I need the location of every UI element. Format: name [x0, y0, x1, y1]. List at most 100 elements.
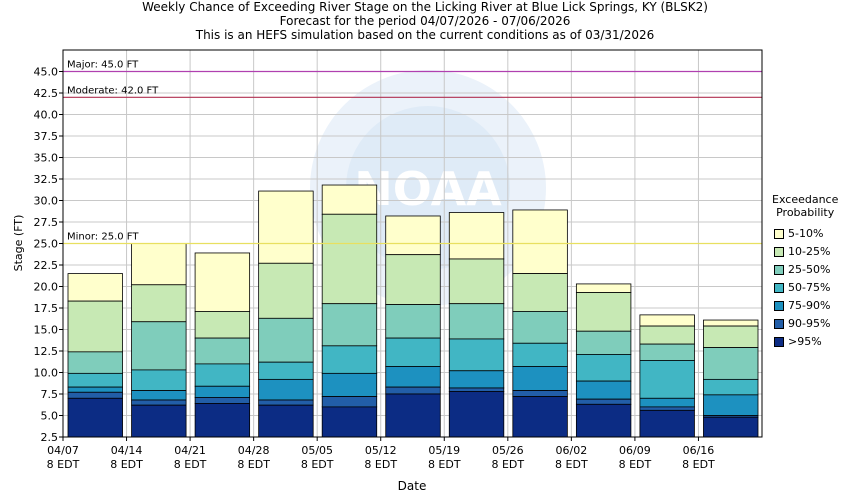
- bar-segment-50-75: [639, 360, 695, 399]
- y-axis-label: Stage (FT): [12, 215, 25, 272]
- bar-segment-75-90: [703, 394, 759, 416]
- bar-segment-90-95: [258, 399, 314, 406]
- x-tick-time: 8 EDT: [491, 458, 524, 471]
- y-tick-label: 22.5: [34, 259, 59, 272]
- legend-swatch-5-10: [774, 229, 784, 239]
- legend-item-75-90: 75-90%: [772, 297, 838, 315]
- moderate-flood-line-label: Moderate: 42.0 FT: [67, 85, 159, 96]
- legend-item-50-75: 50-75%: [772, 279, 838, 297]
- bar-segment-gt-95: [258, 404, 314, 438]
- bar-segment-5-10: [639, 314, 695, 327]
- bar-segment-gt-95: [194, 403, 251, 438]
- bar-segment-gt-95: [512, 396, 568, 438]
- x-tick-date: 04/07: [47, 444, 79, 457]
- x-tick-time: 8 EDT: [555, 458, 588, 471]
- bar-segment-90-95: [194, 397, 251, 404]
- legend-item-90-95: 90-95%: [772, 315, 838, 333]
- legend-label: 75-90%: [788, 299, 831, 312]
- x-tick-time: 8 EDT: [301, 458, 334, 471]
- bar-segment-5-10: [703, 319, 759, 327]
- bar-segment-10-25: [194, 311, 251, 339]
- bar-segment-10-25: [67, 300, 123, 353]
- y-tick-label: 12.5: [34, 345, 59, 358]
- x-tick-time: 8 EDT: [174, 458, 207, 471]
- bar-segment-50-75: [703, 378, 759, 396]
- x-tick-date: 04/28: [238, 444, 270, 457]
- bar-segment-gt-95: [575, 403, 632, 438]
- y-tick-label: 20.0: [34, 281, 59, 294]
- minor-flood-line-label: Minor: 25.0 FT: [67, 232, 139, 243]
- bar-segment-gt-95: [67, 397, 123, 438]
- x-tick-date: 05/26: [492, 444, 524, 457]
- legend-item-5-10: 5-10%: [772, 225, 838, 243]
- bar-segment-10-25: [321, 213, 378, 305]
- bar-segment-10-25: [703, 325, 759, 348]
- legend-label: 5-10%: [788, 227, 824, 240]
- bar-segment-gt-95: [639, 409, 695, 438]
- bar-segment-25-50: [321, 303, 378, 347]
- x-tick-time: 8 EDT: [237, 458, 270, 471]
- bar-segment-25-50: [575, 330, 632, 355]
- bar-segment-25-50: [194, 337, 251, 365]
- legend-swatch-25-50: [774, 265, 784, 275]
- bar-segment-25-50: [67, 351, 123, 374]
- x-tick-time: 8 EDT: [110, 458, 143, 471]
- bar-segment-50-75: [321, 345, 378, 374]
- bar-segment-gt-95: [448, 391, 505, 438]
- x-tick-date: 06/02: [556, 444, 588, 457]
- chart-subtitle-period: Forecast for the period 04/07/2026 - 07/…: [279, 14, 571, 28]
- x-tick-time: 8 EDT: [682, 458, 715, 471]
- bar-segment-gt-95: [385, 393, 441, 438]
- bar-segment-50-75: [131, 369, 187, 391]
- chart-title: Weekly Chance of Exceeding River Stage o…: [142, 0, 708, 14]
- bar-segment-gt-95: [321, 406, 378, 438]
- y-tick-label: 25.0: [34, 238, 59, 251]
- bar-segment-25-50: [512, 311, 568, 344]
- plot-frame: [62, 49, 763, 438]
- bar-segment-25-50: [639, 343, 695, 361]
- chart-subtitle-simulation: This is an HEFS simulation based on the …: [195, 28, 655, 42]
- bar-segment-50-75: [512, 342, 568, 367]
- bar-segment-90-95: [321, 396, 378, 408]
- bar-segment-25-50: [385, 304, 441, 339]
- bar-segment-10-25: [448, 258, 505, 305]
- y-tick-label: 7.5: [41, 388, 59, 401]
- legend-item-gt-95: >95%: [772, 333, 838, 351]
- bar-segment-90-95: [131, 399, 187, 406]
- y-tick-label: 15.0: [34, 324, 59, 337]
- y-tick-label: 37.5: [34, 130, 59, 143]
- legend-item-10-25: 10-25%: [772, 243, 838, 261]
- bar-segment-75-90: [258, 378, 314, 401]
- bar-segment-5-10: [321, 184, 378, 215]
- bar-segment-5-10: [131, 243, 187, 286]
- bar-segment-75-90: [194, 385, 251, 398]
- y-tick-label: 32.5: [34, 173, 59, 186]
- bar-segment-5-10: [448, 212, 505, 260]
- legend-label: 90-95%: [788, 317, 831, 330]
- bar-segment-75-90: [639, 397, 695, 408]
- bar-segment-10-25: [512, 273, 568, 312]
- bar-segment-10-25: [385, 254, 441, 305]
- y-tick-label: 30.0: [34, 195, 59, 208]
- bar-segment-50-75: [448, 338, 505, 372]
- x-tick-time: 8 EDT: [428, 458, 461, 471]
- y-tick-label: 42.5: [34, 87, 59, 100]
- x-tick-date: 05/19: [428, 444, 460, 457]
- legend-label: 50-75%: [788, 281, 831, 294]
- legend-title-line2: Probability: [776, 206, 835, 219]
- bar-segment-90-95: [448, 387, 505, 392]
- y-tick-label: 40.0: [34, 109, 59, 122]
- x-tick-date: 05/12: [365, 444, 397, 457]
- x-tick-date: 04/14: [111, 444, 143, 457]
- y-tick-label: 17.5: [34, 302, 59, 315]
- bar-segment-50-75: [385, 337, 441, 367]
- bar-segment-10-25: [131, 284, 187, 323]
- bar-segment-75-90: [321, 372, 378, 397]
- bar-segment-90-95: [575, 398, 632, 405]
- legend: Exceedance Probability 5-10% 10-25% 25-5…: [772, 193, 838, 351]
- x-tick-time: 8 EDT: [619, 458, 652, 471]
- legend-swatch-gt-95: [774, 337, 784, 347]
- chart-title-block: Weekly Chance of Exceeding River Stage o…: [0, 0, 850, 42]
- x-axis-label: Date: [398, 479, 427, 493]
